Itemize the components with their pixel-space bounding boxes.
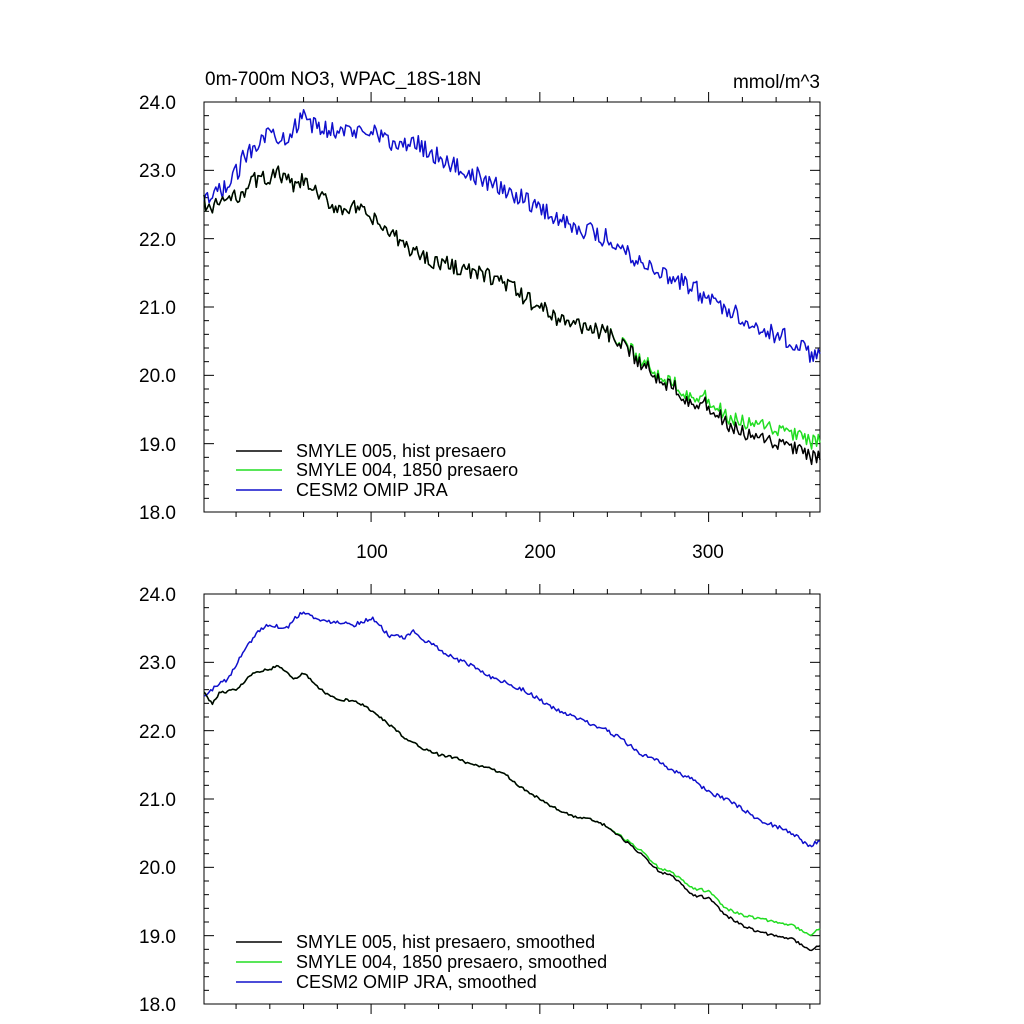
series-line [203,108,821,363]
y-tick-label: 18.0 [139,503,176,524]
series-line [203,165,821,466]
x-tick-label: 300 [692,542,724,563]
y-tick-labels-bottom: 24.0 23.0 22.0 21.0 20.0 19.0 18.0 [139,585,176,1016]
y-tick-label: 19.0 [139,927,176,948]
series-lines-bottom [203,611,821,952]
y-tick-label: 24.0 [139,585,176,606]
y-tick-label: 19.0 [139,435,176,456]
y-tick-label: 23.0 [139,161,176,182]
legend-label: CESM2 OMIP JRA, smoothed [296,972,537,992]
y-tick-label: 22.0 [139,722,176,743]
legend-top: SMYLE 005, hist presaero SMYLE 004, 1850… [236,441,518,500]
y-tick-label: 21.0 [139,298,176,319]
x-tick-labels-top: 100 200 300 [356,542,724,563]
legend-label: SMYLE 005, hist presaero [296,441,506,461]
legend-label: SMYLE 004, 1850 presaero [296,460,518,480]
y-tick-label: 20.0 [139,858,176,879]
legend-label: SMYLE 004, 1850 presaero, smoothed [296,952,607,972]
series-lines-top [203,108,821,466]
series-line [203,664,821,952]
units-label: mmol/m^3 [733,72,820,93]
y-tick-label: 23.0 [139,653,176,674]
y-tick-label: 20.0 [139,366,176,387]
series-line [203,664,821,936]
y-tick-label: 24.0 [139,93,176,114]
y-tick-label: 18.0 [139,995,176,1016]
legend-label: CESM2 OMIP JRA [296,480,448,500]
tick-marks-bottom [204,584,820,1014]
x-tick-label: 100 [356,542,388,563]
bottom-panel: 24.0 23.0 22.0 21.0 20.0 19.0 18.0 SMYLE… [139,584,821,1016]
series-line [203,611,821,848]
x-tick-label: 200 [524,542,556,563]
y-tick-label: 22.0 [139,230,176,251]
series-line [203,165,821,450]
y-tick-labels-top: 24.0 23.0 22.0 21.0 20.0 19.0 18.0 [139,93,176,524]
legend-bottom: SMYLE 005, hist presaero, smoothed SMYLE… [236,932,607,992]
y-tick-label: 21.0 [139,790,176,811]
top-panel: 0m-700m NO3, WPAC_18S-18N mmol/m^3 24.0 … [139,69,821,563]
legend-label: SMYLE 005, hist presaero, smoothed [296,932,595,952]
chart-title: 0m-700m NO3, WPAC_18S-18N [205,69,481,90]
